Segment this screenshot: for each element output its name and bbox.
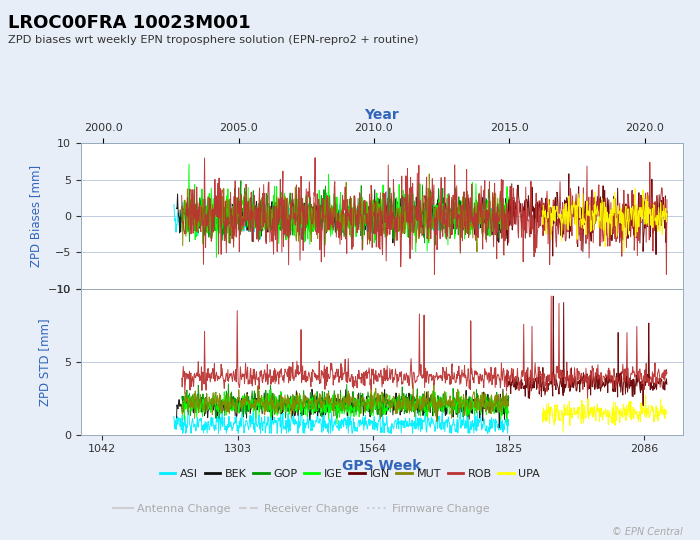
Y-axis label: ZPD STD [mm]: ZPD STD [mm] (38, 318, 51, 406)
Y-axis label: ZPD Biases [mm]: ZPD Biases [mm] (29, 165, 42, 267)
X-axis label: Year: Year (364, 108, 399, 122)
Text: ZPD biases wrt weekly EPN troposphere solution (EPN-repro2 + routine): ZPD biases wrt weekly EPN troposphere so… (8, 35, 419, 45)
Legend: ASI, BEK, GOP, IGE, IGN, MUT, ROB, UPA: ASI, BEK, GOP, IGE, IGN, MUT, ROB, UPA (155, 464, 545, 483)
Legend: Antenna Change, Receiver Change, Firmware Change: Antenna Change, Receiver Change, Firmwar… (108, 500, 494, 518)
X-axis label: GPS Week: GPS Week (342, 458, 421, 472)
Text: LROC00FRA 10023M001: LROC00FRA 10023M001 (8, 14, 251, 31)
Text: © EPN Central: © EPN Central (612, 527, 682, 537)
